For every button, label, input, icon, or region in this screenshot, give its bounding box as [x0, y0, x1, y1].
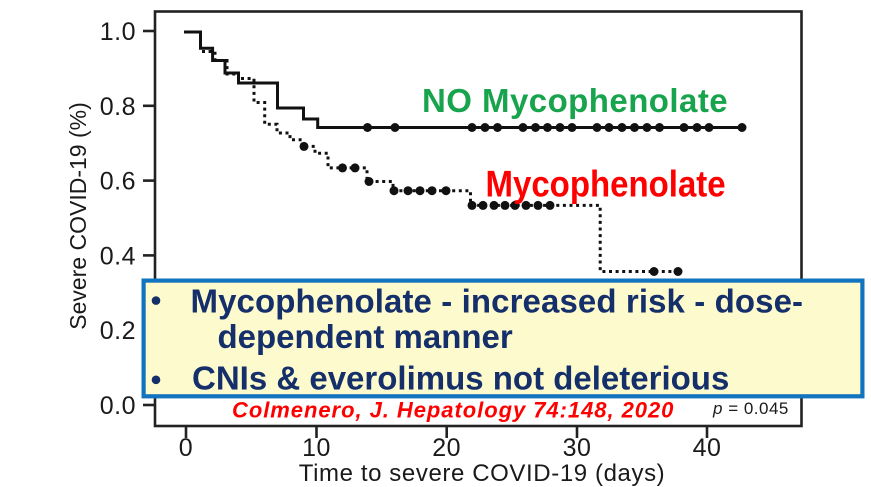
svg-text:40: 40 [693, 434, 722, 462]
svg-text:CNIs & everolimus not deleteri: CNIs & everolimus not deleterious [192, 360, 729, 397]
svg-text:NO Mycophenolate: NO Mycophenolate [422, 82, 728, 119]
svg-text:Mycophenolate - increased risk: Mycophenolate - increased risk - dose- [191, 282, 804, 319]
svg-text:0.4: 0.4 [100, 242, 136, 270]
svg-text:30: 30 [563, 434, 592, 462]
svg-text:0.2: 0.2 [100, 317, 136, 345]
svg-text:1.0: 1.0 [100, 18, 136, 46]
svg-text:Time to severe COVID-19 (days): Time to severe COVID-19 (days) [299, 460, 666, 487]
svg-text:0.8: 0.8 [100, 93, 136, 121]
svg-text:0: 0 [179, 434, 193, 462]
svg-text:dependent manner: dependent manner [218, 318, 513, 355]
svg-text:Severe COVID-19 (%): Severe COVID-19 (%) [65, 102, 91, 330]
svg-text:0.0: 0.0 [100, 392, 136, 420]
svg-text:p = 0.045: p = 0.045 [712, 399, 789, 418]
svg-text:20: 20 [432, 434, 461, 462]
svg-text:Colmenero, J. Hepatology 74:14: Colmenero, J. Hepatology 74:148, 2020 [232, 398, 674, 423]
svg-text:10: 10 [302, 434, 331, 462]
svg-text:Mycophenolate: Mycophenolate [486, 164, 726, 205]
svg-text:0.6: 0.6 [100, 168, 136, 196]
